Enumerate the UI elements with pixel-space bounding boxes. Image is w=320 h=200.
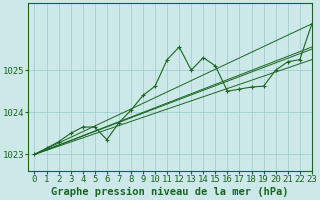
X-axis label: Graphe pression niveau de la mer (hPa): Graphe pression niveau de la mer (hPa) [52,187,289,197]
